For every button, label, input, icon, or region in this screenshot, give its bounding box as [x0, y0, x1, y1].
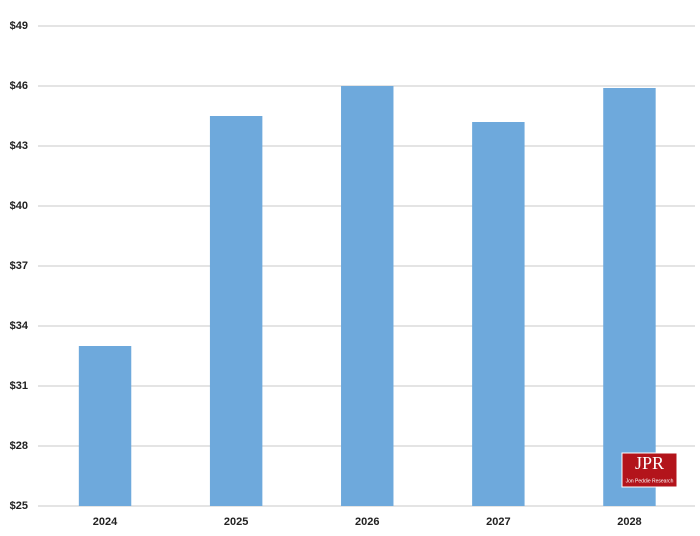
bar — [209, 116, 263, 506]
x-tick-label: 2028 — [617, 516, 641, 528]
y-tick-label: $28 — [10, 440, 28, 452]
y-tick-label: $43 — [10, 140, 28, 152]
bar — [472, 122, 525, 506]
x-tick-label: 2025 — [224, 516, 248, 528]
logo-subtitle: Jon Peddie Research — [626, 478, 674, 484]
logo-box — [621, 452, 678, 488]
bar — [603, 88, 656, 506]
y-tick-label: $25 — [10, 500, 28, 512]
x-tick-label: 2026 — [355, 516, 379, 528]
y-tick-label: $31 — [10, 380, 28, 392]
logo: JPR Jon Peddie Research — [621, 452, 678, 488]
y-tick-label: $34 — [10, 320, 29, 332]
bar — [341, 86, 394, 506]
y-tick-label: $40 — [10, 200, 28, 212]
x-tick-label: 2027 — [486, 516, 510, 528]
y-tick-label: $37 — [10, 260, 28, 272]
logo-title: JPR — [635, 453, 664, 473]
bar — [78, 346, 132, 506]
y-tick-label: $46 — [10, 80, 28, 92]
y-tick-label: $49 — [10, 20, 28, 32]
x-tick-label: 2024 — [93, 516, 118, 528]
